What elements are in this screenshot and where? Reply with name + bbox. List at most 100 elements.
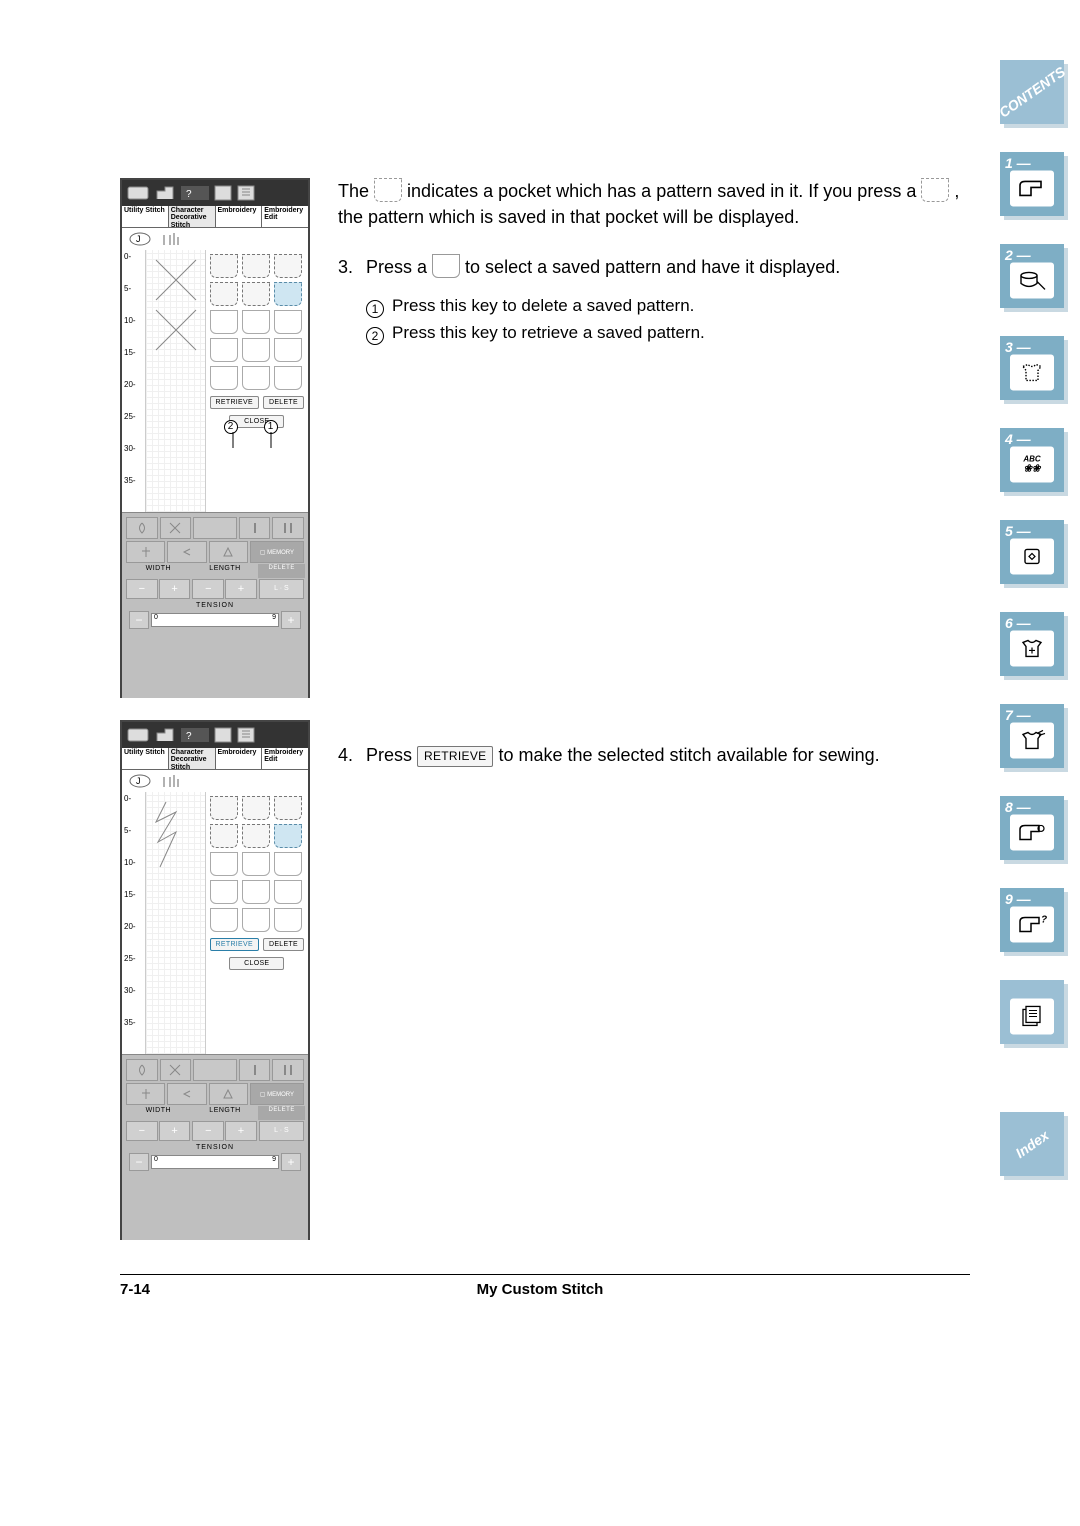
hoop-icon (1010, 538, 1054, 574)
reverse-icon[interactable] (126, 541, 165, 563)
shirt-icon (1010, 354, 1054, 390)
memory-button[interactable]: ▢ MEMORY (250, 541, 304, 563)
memory-pocket[interactable] (242, 254, 270, 278)
ls-button[interactable]: L · S (259, 579, 304, 599)
back-icon[interactable] (167, 541, 206, 563)
memory-pocket[interactable] (242, 338, 270, 362)
delete-button[interactable]: DELETE (263, 938, 304, 951)
length-stepper[interactable]: −+ (192, 1121, 256, 1141)
needle2-icon[interactable] (272, 517, 304, 539)
tension-plus[interactable]: + (281, 1153, 301, 1171)
size-icon[interactable] (209, 1083, 248, 1105)
tab-character[interactable]: Character Decorative Stitch (169, 206, 216, 227)
mode-tabs: Utility Stitch Character Decorative Stit… (122, 748, 308, 770)
memory-pocket[interactable] (210, 282, 238, 306)
memory-pocket[interactable] (210, 880, 238, 904)
memory-pocket[interactable] (242, 282, 270, 306)
tension-scale (151, 1155, 279, 1169)
width-stepper[interactable]: −+ (126, 579, 190, 599)
memory-pocket[interactable] (242, 852, 270, 876)
nav-tab-7[interactable]: 7 — (1000, 704, 1064, 768)
delete-button[interactable]: DELETE (263, 396, 304, 409)
memory-pocket[interactable] (274, 338, 302, 362)
needle2-icon[interactable] (272, 1059, 304, 1081)
memory-pocket[interactable] (210, 908, 238, 932)
control-area: ▢ MEMORY WIDTHLENGTHDELETE −+ −+ L · S T… (122, 512, 308, 698)
nav-tab-5[interactable]: 5 — (1000, 520, 1064, 584)
nav-tab-4[interactable]: 4 —ABC❀❀ (1000, 428, 1064, 492)
stitch-preview (146, 792, 206, 1054)
size-icon[interactable] (209, 541, 248, 563)
tab-embroidery[interactable]: Embroidery (216, 206, 263, 227)
reverse-icon[interactable] (126, 1083, 165, 1105)
memory-pocket[interactable] (210, 852, 238, 876)
index-tab[interactable]: Index (1000, 1112, 1064, 1176)
memory-pocket[interactable] (274, 310, 302, 334)
length-stepper[interactable]: −+ (192, 579, 256, 599)
memory-pocket[interactable] (274, 796, 302, 820)
nav-tab-6[interactable]: 6 — (1000, 612, 1064, 676)
tension-minus[interactable]: − (129, 611, 149, 629)
side-nav: CONTENTS 1 — 2 — 3 — 4 —ABC❀❀ 5 — 6 — 7 … (1000, 60, 1070, 1176)
nav-tab-3[interactable]: 3 — (1000, 336, 1064, 400)
options-icon[interactable] (193, 517, 236, 539)
memory-pocket[interactable] (274, 366, 302, 390)
contents-tab[interactable]: CONTENTS (1000, 60, 1064, 124)
needle-icon (213, 727, 233, 743)
tab-embroidery[interactable]: Embroidery (216, 748, 263, 769)
tension-plus[interactable]: + (281, 611, 301, 629)
memory-pocket[interactable] (242, 880, 270, 904)
tension-minus[interactable]: − (129, 1153, 149, 1171)
retrieve-button[interactable]: RETRIEVE (210, 938, 259, 951)
card-icon (236, 727, 256, 743)
memory-pocket[interactable] (274, 880, 302, 904)
nav-tab-pages[interactable] (1000, 980, 1064, 1044)
options-icon[interactable] (193, 1059, 236, 1081)
delete2-label[interactable]: DELETE (258, 564, 305, 578)
nav-tab-9[interactable]: 9 —?! (1000, 888, 1064, 952)
length-label: LENGTH (192, 564, 259, 578)
memory-pocket[interactable] (274, 852, 302, 876)
back-icon[interactable] (167, 1083, 206, 1105)
memory-pocket[interactable] (210, 310, 238, 334)
memory-pocket[interactable] (242, 908, 270, 932)
memory-pocket[interactable] (274, 254, 302, 278)
step-number: 3. (338, 254, 366, 280)
sub-item-2: 2Press this key to retrieve a saved patt… (366, 321, 970, 346)
cut-icon[interactable] (160, 1059, 192, 1081)
tab-embroidery-edit[interactable]: Embroidery Edit (262, 748, 308, 769)
memory-pocket[interactable] (210, 366, 238, 390)
mirror-icon[interactable] (126, 1059, 158, 1081)
nav-tab-2[interactable]: 2 — (1000, 244, 1064, 308)
memory-pocket[interactable] (242, 796, 270, 820)
width-stepper[interactable]: −+ (126, 1121, 190, 1141)
memory-pocket[interactable] (242, 824, 270, 848)
nav-tab-8[interactable]: 8 — (1000, 796, 1064, 860)
cut-icon[interactable] (160, 517, 192, 539)
needle1-icon[interactable] (239, 517, 271, 539)
memory-pocket[interactable] (274, 282, 302, 306)
memory-pocket[interactable] (210, 254, 238, 278)
memory-pocket[interactable] (242, 366, 270, 390)
tab-character[interactable]: Character Decorative Stitch (169, 748, 216, 769)
memory-button[interactable]: ▢ MEMORY (250, 1083, 304, 1105)
tab-embroidery-edit[interactable]: Embroidery Edit (262, 206, 308, 227)
needle1-icon[interactable] (239, 1059, 271, 1081)
memory-pocket[interactable] (210, 824, 238, 848)
delete2-label[interactable]: DELETE (258, 1106, 305, 1120)
help-icon: ? (180, 185, 210, 201)
tension-label: TENSION (125, 1144, 305, 1151)
retrieve-button[interactable]: RETRIEVE (210, 396, 259, 409)
memory-pocket[interactable] (274, 824, 302, 848)
nav-tab-1[interactable]: 1 — (1000, 152, 1064, 216)
memory-pocket[interactable] (210, 338, 238, 362)
mirror-icon[interactable] (126, 517, 158, 539)
close-button[interactable]: CLOSE (229, 957, 284, 970)
memory-pocket[interactable] (274, 908, 302, 932)
memory-pocket[interactable] (210, 796, 238, 820)
tab-utility[interactable]: Utility Stitch (122, 748, 169, 769)
tab-utility[interactable]: Utility Stitch (122, 206, 169, 227)
ls-button[interactable]: L · S (259, 1121, 304, 1141)
icon-row-2: ▢ MEMORY (125, 540, 305, 564)
memory-pocket[interactable] (242, 310, 270, 334)
